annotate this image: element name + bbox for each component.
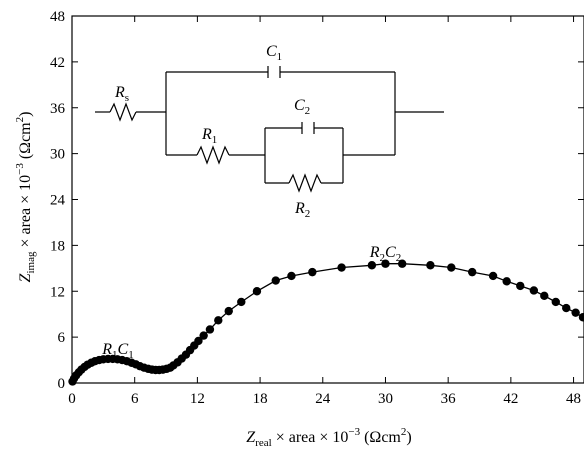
data-point	[502, 277, 511, 286]
label-rs: Rs	[114, 84, 129, 104]
data-point	[467, 267, 477, 277]
capacitor-c1	[267, 66, 281, 78]
label-c2: C2	[294, 97, 310, 117]
x-axis-unit-open: (Ωcm	[360, 429, 401, 446]
data-point	[205, 325, 215, 334]
x-axis-rest: × area × 10	[272, 429, 349, 446]
data-point	[367, 261, 377, 270]
x-tick-label: 0	[68, 391, 76, 407]
label-r1-sub: 1	[212, 134, 218, 146]
label-r1: R1	[201, 126, 217, 146]
data-point	[426, 261, 435, 270]
y-tick-label: 24	[50, 193, 66, 209]
y-tick-label: 30	[50, 147, 65, 163]
y-axis-main: Z	[17, 272, 34, 282]
x-axis-main: Z	[246, 429, 256, 446]
data-point	[224, 306, 233, 316]
x-axis-sub: real	[255, 437, 271, 449]
y-tick-label: 48	[50, 9, 65, 25]
label-r2-sub: 2	[305, 208, 311, 220]
y-axis-title: Zimag × area × 10−3 (Ωcm2)	[14, 112, 37, 283]
y-axis-sup: −3	[14, 163, 26, 175]
y-tick-label: 12	[50, 284, 65, 300]
x-axis-title: Zreal × area × 10−3 (Ωcm2)	[246, 426, 411, 449]
label-c1-main: C	[266, 43, 277, 60]
x-axis-unit-sup: 2	[401, 426, 407, 438]
data-point	[214, 316, 223, 325]
data-point	[194, 336, 203, 346]
data-point	[529, 286, 539, 295]
x-axis-sup: −3	[348, 426, 360, 438]
data-series	[68, 259, 584, 386]
peak-annotation-part: C	[385, 244, 396, 261]
plot-border	[71, 15, 584, 384]
data-point	[488, 271, 498, 281]
data-point	[287, 271, 296, 281]
label-rs-main: R	[114, 84, 125, 101]
data-point	[397, 259, 407, 268]
peak-annotation-part: 2	[396, 252, 402, 264]
data-point	[540, 291, 549, 301]
label-r2: R2	[294, 200, 310, 220]
data-point	[516, 281, 525, 291]
y-axis-sub: imag	[25, 251, 37, 273]
y-axis-unit-close: )	[17, 112, 34, 117]
label-c2-main: C	[294, 97, 305, 114]
peak-annotation-part: R	[101, 341, 112, 358]
data-point	[308, 267, 317, 277]
peak-annotation-part: C	[118, 341, 129, 358]
capacitor-c2	[301, 122, 315, 134]
peak-annotation-part: 2	[380, 252, 386, 264]
y-tick-label: 6	[58, 330, 66, 346]
peak-annotation: R1C1	[101, 341, 133, 361]
y-axis-rest: × area × 10	[17, 175, 34, 252]
label-c1: C1	[266, 43, 282, 63]
x-tick-label: 18	[253, 391, 268, 407]
label-c2-sub: 2	[305, 105, 311, 117]
x-tick-label: 48	[566, 391, 581, 407]
equivalent-circuit-diagram	[95, 66, 444, 193]
y-axis-unit-sup: 2	[14, 117, 26, 123]
x-axis-unit-close: )	[406, 429, 411, 446]
data-point	[337, 263, 346, 272]
data-point	[381, 259, 390, 268]
data-point	[551, 297, 560, 307]
data-point	[271, 276, 280, 285]
y-tick-label: 18	[50, 238, 65, 254]
y-tick-label: 36	[50, 101, 66, 117]
data-point	[447, 263, 456, 272]
resistor-r2	[288, 173, 322, 193]
peak-annotation-part: R	[369, 244, 380, 261]
y-axis-unit-open: (Ωcm	[17, 122, 34, 163]
data-point	[571, 308, 580, 317]
x-tick-label: 30	[378, 391, 393, 407]
resistor-r1	[196, 145, 230, 165]
label-r1-main: R	[201, 126, 212, 143]
peak-annotation: R2C2	[369, 244, 401, 264]
y-tick-label: 42	[50, 55, 65, 71]
label-r2-main: R	[294, 200, 305, 217]
data-point	[252, 287, 262, 296]
x-tick-label: 24	[315, 391, 331, 407]
x-tick-label: 42	[503, 391, 518, 407]
resistor-rs	[109, 102, 137, 122]
peak-annotation-part: 1	[128, 349, 134, 361]
y-tick-label: 0	[58, 376, 66, 392]
x-tick-label: 36	[441, 391, 457, 407]
peak-annotation-part: 1	[112, 349, 118, 361]
x-tick-label: 12	[190, 391, 205, 407]
x-tick-label: 6	[131, 391, 139, 407]
data-point	[578, 313, 584, 322]
label-rs-sub: s	[125, 92, 129, 104]
axis-ticks	[71, 15, 584, 384]
plot-frame	[71, 15, 584, 384]
data-point	[562, 303, 571, 313]
label-c1-sub: 1	[277, 51, 283, 63]
data-point	[237, 297, 246, 307]
data-point	[199, 331, 208, 340]
